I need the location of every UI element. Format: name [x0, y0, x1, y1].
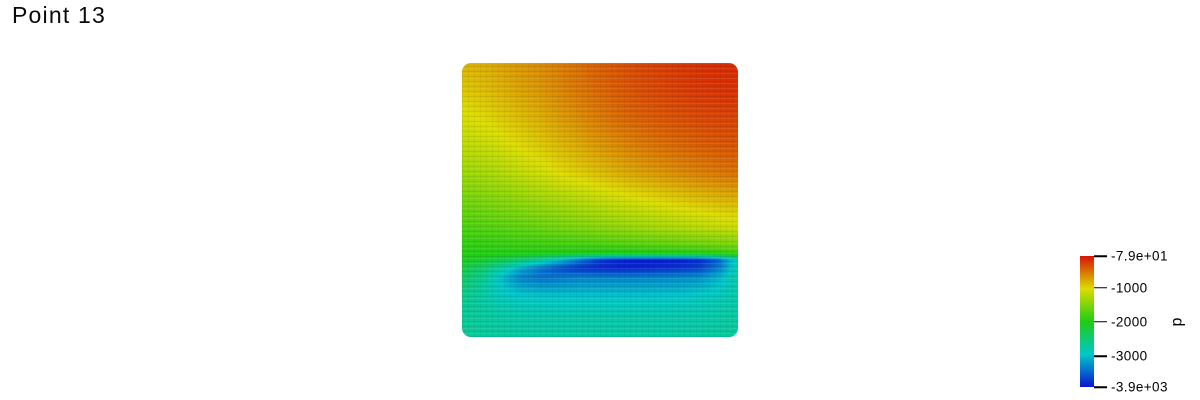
colorbar-tick	[1094, 321, 1107, 323]
colorbar-tick-label: -1000	[1111, 280, 1148, 296]
colorbar-ticks: -7.9e+01 -1000 -2000 -3000 -3.9e+03	[1080, 249, 1167, 395]
pressure-field-view[interactable]	[462, 63, 738, 337]
colorbar-tick	[1094, 255, 1107, 257]
colorbar-tick-label: -2000	[1111, 314, 1148, 330]
color-legend: -7.9e+01 -1000 -2000 -3000 -3.9e+03 p	[1080, 249, 1185, 395]
page-title: Point 13	[12, 2, 106, 28]
colorbar-tick-label: -3000	[1111, 348, 1148, 364]
colorbar-tick	[1094, 286, 1107, 289]
colorbar-axis-label: p	[1168, 317, 1186, 326]
colorbar-tick	[1094, 386, 1107, 388]
colorbar-tick-label: -7.9e+01	[1111, 248, 1168, 264]
pressure-field-canvas	[462, 63, 738, 337]
colorbar-tick	[1094, 355, 1107, 357]
colorbar-gradient	[1080, 256, 1094, 387]
colorbar-tick-label: -3.9e+03	[1111, 379, 1168, 395]
